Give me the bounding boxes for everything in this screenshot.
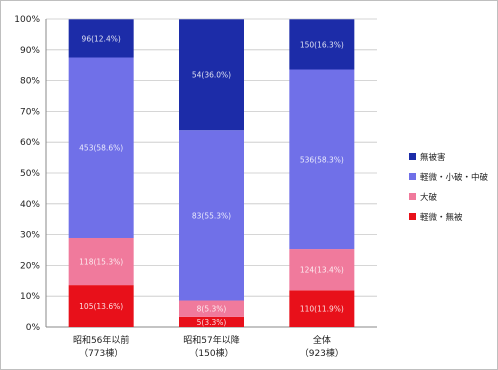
data-labels: 105(13.6%) 118(15.3%) 453(58.6%) 96(12.4%) 5…: [79, 34, 344, 327]
data-label: 105(13.6%): [79, 302, 123, 311]
x-tick-sublabel: （773棟）: [79, 347, 123, 359]
legend-label: 軽微・小破・中破: [420, 172, 489, 183]
bar-segment: [68, 237, 134, 286]
y-tick-label: 20%: [20, 261, 40, 271]
data-label: 118(15.3%): [79, 258, 123, 267]
legend-swatch: [409, 173, 416, 180]
bar-segment: [179, 19, 244, 131]
x-tick-label: 全体: [313, 334, 331, 346]
y-tick-label: 30%: [20, 231, 40, 241]
category-labels: 昭和56年以前（773棟） 昭和57年以降（150棟） 全体（923棟）: [73, 334, 344, 359]
legend-label: 軽微・無被: [420, 212, 463, 223]
legend-label: 無被害: [420, 152, 446, 163]
data-label: 124(13.4%): [300, 266, 344, 275]
bar-segment: [289, 249, 355, 291]
y-tick-label: 10%: [20, 292, 40, 302]
bar-segment: [289, 290, 355, 327]
y-tick-label: 80%: [20, 77, 40, 87]
y-tick-label: 100%: [14, 15, 40, 25]
bar-segment: [179, 300, 244, 317]
data-label: 5(3.3%): [197, 318, 227, 327]
y-tick-label: 60%: [20, 138, 40, 148]
data-label: 96(12.4%): [82, 34, 121, 43]
bar-segment: [289, 69, 355, 250]
data-label: 110(11.9%): [300, 305, 344, 314]
legend-label: 大破: [420, 192, 438, 203]
data-label: 54(36.0%): [192, 71, 231, 80]
y-tick-label: 90%: [20, 46, 40, 56]
legend-swatch: [409, 193, 416, 200]
bar-segment: [68, 285, 134, 327]
x-tick-sublabel: （923棟）: [300, 347, 344, 359]
x-tick-label: 昭和57年以降: [183, 334, 239, 346]
x-tick-sublabel: （150棟）: [189, 347, 233, 359]
data-label: 83(55.3%): [192, 211, 231, 220]
bar-segment: [289, 19, 355, 70]
x-tick-label: 昭和56年以前: [73, 334, 129, 346]
bars: [68, 19, 355, 327]
legend-swatch: [409, 153, 416, 160]
bar-segment: [179, 130, 244, 301]
data-label: 453(58.6%): [79, 144, 123, 153]
data-label: 536(58.3%): [300, 155, 344, 164]
bar-segment: [179, 316, 244, 327]
data-label: 150(16.3%): [300, 40, 344, 49]
y-tick-label: 40%: [20, 200, 40, 210]
data-label: 8(5.3%): [197, 305, 227, 314]
y-tick-label: 50%: [20, 169, 40, 179]
y-tick-label: 0%: [26, 323, 41, 333]
bar-segment: [68, 19, 134, 58]
legend-swatch: [409, 213, 416, 220]
y-tick-label: 70%: [20, 107, 40, 117]
bar-segment: [68, 57, 134, 238]
